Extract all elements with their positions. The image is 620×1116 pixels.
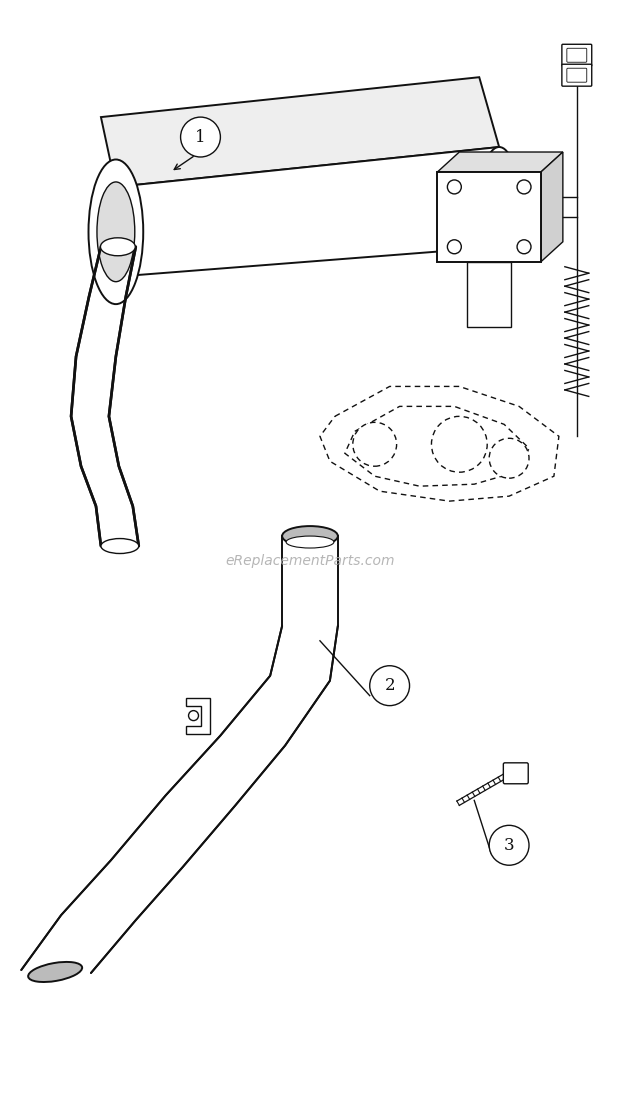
Text: 2: 2 [384, 677, 395, 694]
Circle shape [370, 666, 410, 705]
Ellipse shape [97, 182, 135, 281]
Polygon shape [438, 152, 563, 172]
Polygon shape [345, 406, 529, 487]
Text: 1: 1 [195, 128, 206, 145]
Circle shape [180, 117, 220, 157]
Text: eReplacementParts.com: eReplacementParts.com [225, 554, 395, 568]
Polygon shape [541, 152, 563, 262]
Ellipse shape [101, 539, 139, 554]
Polygon shape [320, 386, 559, 501]
Polygon shape [71, 247, 139, 546]
Circle shape [448, 180, 461, 194]
Polygon shape [185, 698, 210, 733]
Circle shape [489, 826, 529, 865]
FancyBboxPatch shape [562, 65, 591, 86]
Polygon shape [438, 172, 541, 262]
FancyBboxPatch shape [503, 763, 528, 783]
Polygon shape [101, 77, 499, 186]
Circle shape [188, 711, 198, 721]
FancyBboxPatch shape [567, 68, 587, 83]
Ellipse shape [28, 962, 82, 982]
Circle shape [517, 240, 531, 253]
Ellipse shape [480, 147, 518, 247]
Polygon shape [467, 262, 511, 327]
Ellipse shape [286, 536, 334, 548]
Circle shape [353, 422, 397, 466]
Circle shape [448, 240, 461, 253]
Circle shape [489, 439, 529, 478]
Ellipse shape [100, 238, 135, 256]
Ellipse shape [89, 160, 143, 305]
Polygon shape [116, 147, 499, 277]
Text: 3: 3 [504, 837, 515, 854]
Circle shape [517, 180, 531, 194]
FancyBboxPatch shape [562, 45, 591, 66]
Ellipse shape [282, 526, 338, 546]
Polygon shape [21, 626, 338, 973]
Circle shape [432, 416, 487, 472]
FancyBboxPatch shape [567, 48, 587, 62]
